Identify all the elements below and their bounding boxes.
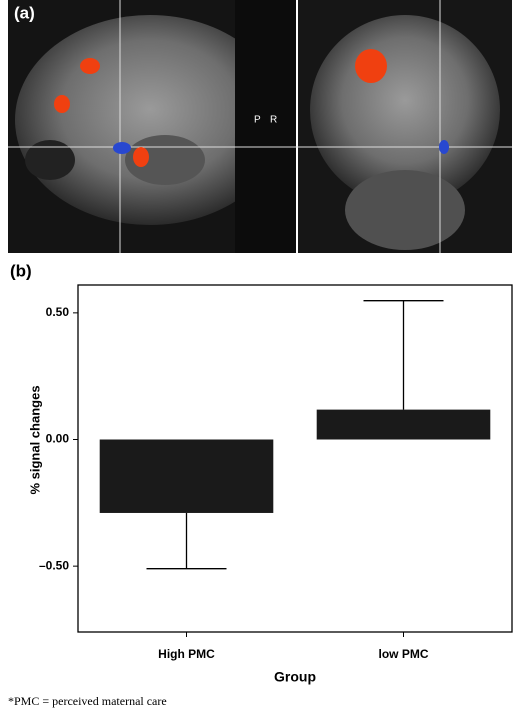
panel-label: (a) — [14, 3, 35, 22]
y-tick-label: 0.50 — [46, 305, 70, 319]
y-tick-label: 0.00 — [46, 432, 70, 446]
deactivation — [113, 142, 131, 154]
coronal-lower — [345, 170, 465, 250]
orbit — [25, 140, 75, 180]
x-tick-label: High PMC — [158, 647, 215, 661]
y-tick-label: –0.50 — [39, 558, 69, 572]
bar — [99, 439, 274, 513]
mri-gap — [235, 0, 296, 253]
bar — [316, 409, 491, 440]
footnote: *PMC = perceived maternal care — [8, 694, 167, 708]
plot-frame — [77, 284, 513, 633]
activation — [80, 58, 100, 74]
orientation-label: P — [254, 115, 261, 126]
panel-label: (b) — [10, 261, 32, 280]
deactivation — [439, 140, 449, 154]
y-axis-label: % signal changes — [27, 385, 42, 494]
activation — [133, 147, 149, 167]
x-tick-label: low PMC — [379, 647, 429, 661]
activation — [355, 49, 387, 83]
mri-panel: (a) P R — [8, 0, 512, 253]
activation — [54, 95, 70, 113]
orientation-label: R — [270, 115, 277, 126]
x-axis-label: Group — [274, 669, 316, 685]
